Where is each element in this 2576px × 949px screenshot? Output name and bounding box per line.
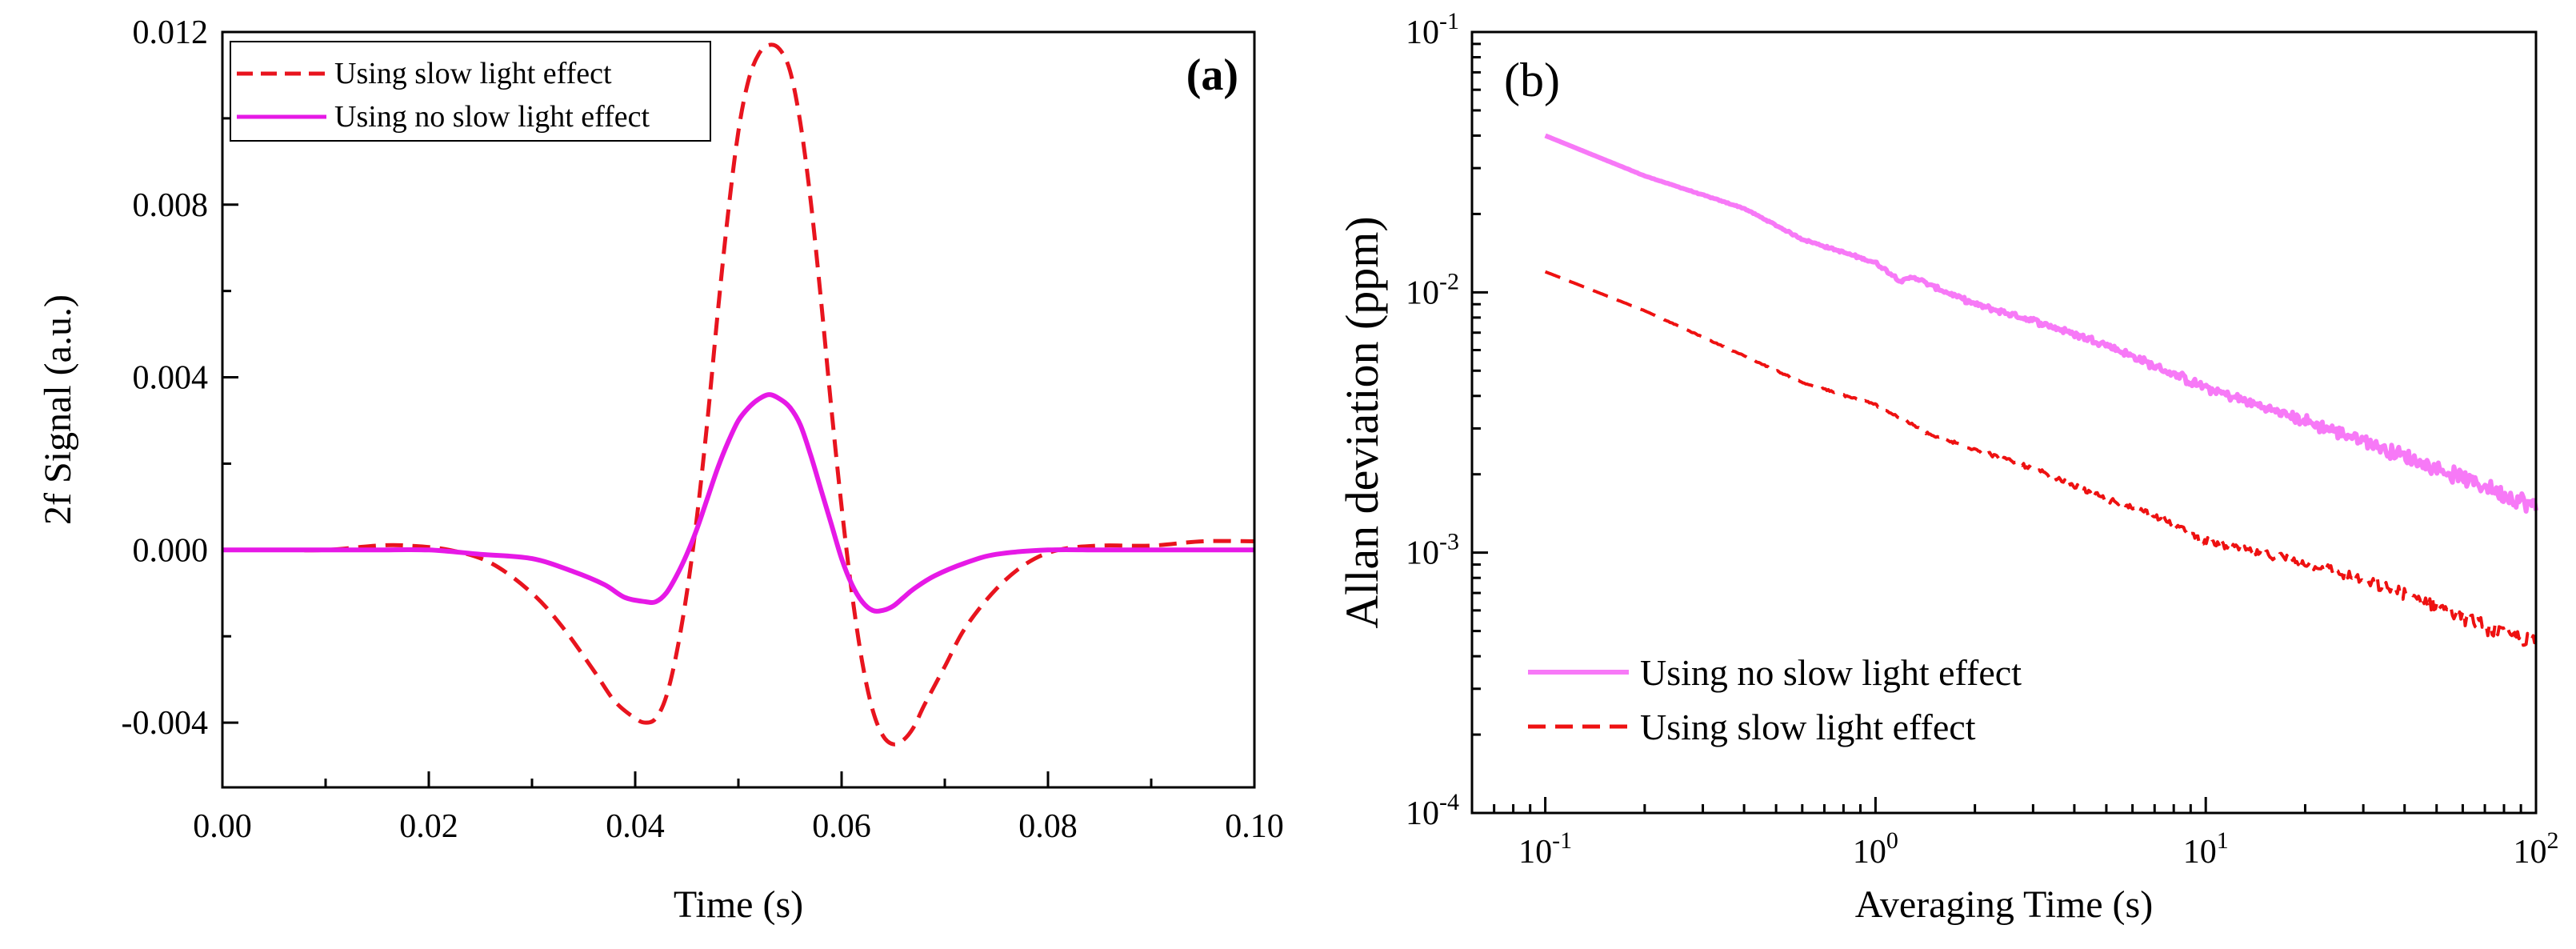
panel-a-x-tick-label: 0.00 xyxy=(193,808,252,845)
panel-b-series xyxy=(1544,133,2538,647)
panel-a-x-axis-title: Time (s) xyxy=(674,883,803,926)
panel-a-legend: Using slow light effect Using no slow li… xyxy=(230,41,711,142)
panel-a-tick-labels: 0.00 0.02 0.04 0.06 0.08 0.10 -0.004 0.000 0.004… xyxy=(122,14,1284,845)
panel-a-y-tick-label: 0.008 xyxy=(133,187,209,224)
panel-b-legend-label-slow-light: Using slow light effect xyxy=(1640,707,1976,747)
panel-a-legend-label-no-slow-light: Using no slow light effect xyxy=(334,100,650,134)
panel-a-series-slow-light xyxy=(222,42,1255,747)
panel-b-x-tick-label: 102 xyxy=(2514,827,2559,871)
panel-b-x-tick-label: 100 xyxy=(1853,827,1898,871)
panel-b-x-tick-label: 101 xyxy=(2183,827,2229,871)
panel-a-y-axis-title: 2f Signal (a.u.) xyxy=(37,294,79,525)
panel-a-y-tick-label: 0.000 xyxy=(133,532,209,569)
panel-a-label: (a) xyxy=(1186,50,1238,100)
panel-a-y-tick-label: 0.012 xyxy=(133,14,209,51)
panel-a-y-tick-label: -0.004 xyxy=(122,705,209,742)
panel-a-x-tick-label: 0.04 xyxy=(606,808,665,845)
panel-b-y-tick-label: 10-2 xyxy=(1406,268,1459,311)
panel-b-legend-label-no-slow-light: Using no slow light effect xyxy=(1640,652,2022,693)
panel-b-series-slow-light xyxy=(1544,270,2538,647)
panel-b-label: (b) xyxy=(1504,54,1560,106)
panel-a-legend-label-slow-light: Using slow light effect xyxy=(334,57,612,90)
panel-b-y-tick-label: 10-4 xyxy=(1406,789,1459,832)
panel-b-x-axis-title: Averaging Time (s) xyxy=(1855,883,2153,926)
panel-b-plot-frame xyxy=(1470,30,2538,815)
panel-a-y-tick-label: 0.004 xyxy=(133,360,209,397)
panel-a-x-tick-label: 0.10 xyxy=(1225,808,1284,845)
panel-b-y-axis-title: Allan deviation (ppm) xyxy=(1336,216,1388,628)
panel-b-legend: Using no slow light effect Using slow li… xyxy=(1528,652,2022,747)
panel-a-series-no-slow-light xyxy=(222,392,1254,614)
panel-a-plot-frame xyxy=(221,30,1256,789)
panel-a-legend-box xyxy=(230,41,711,142)
panel-a-x-tick-label: 0.06 xyxy=(812,808,871,845)
panel-b-series-no-slow-light xyxy=(1544,133,2538,514)
panel-a-series xyxy=(222,42,1255,747)
panel-b-tick-labels: 10-1 100 101 102 10-4 10-3 10-2 10-1 xyxy=(1406,8,2559,871)
panel-a-chart: 0.00 0.02 0.04 0.06 0.08 0.10 -0.004 0.000 0.004… xyxy=(37,14,1284,926)
panel-a-x-tick-label: 0.08 xyxy=(1018,808,1078,845)
panel-a-x-tick-label: 0.02 xyxy=(399,808,458,845)
panel-b-chart: 10-1 100 101 102 10-4 10-3 10-2 10-1 Averaging … xyxy=(1336,8,2559,926)
panel-b-y-tick-label: 10-3 xyxy=(1406,529,1459,572)
panel-b-y-tick-label: 10-1 xyxy=(1406,8,1459,51)
panel-b-x-tick-label: 10-1 xyxy=(1518,827,1572,871)
